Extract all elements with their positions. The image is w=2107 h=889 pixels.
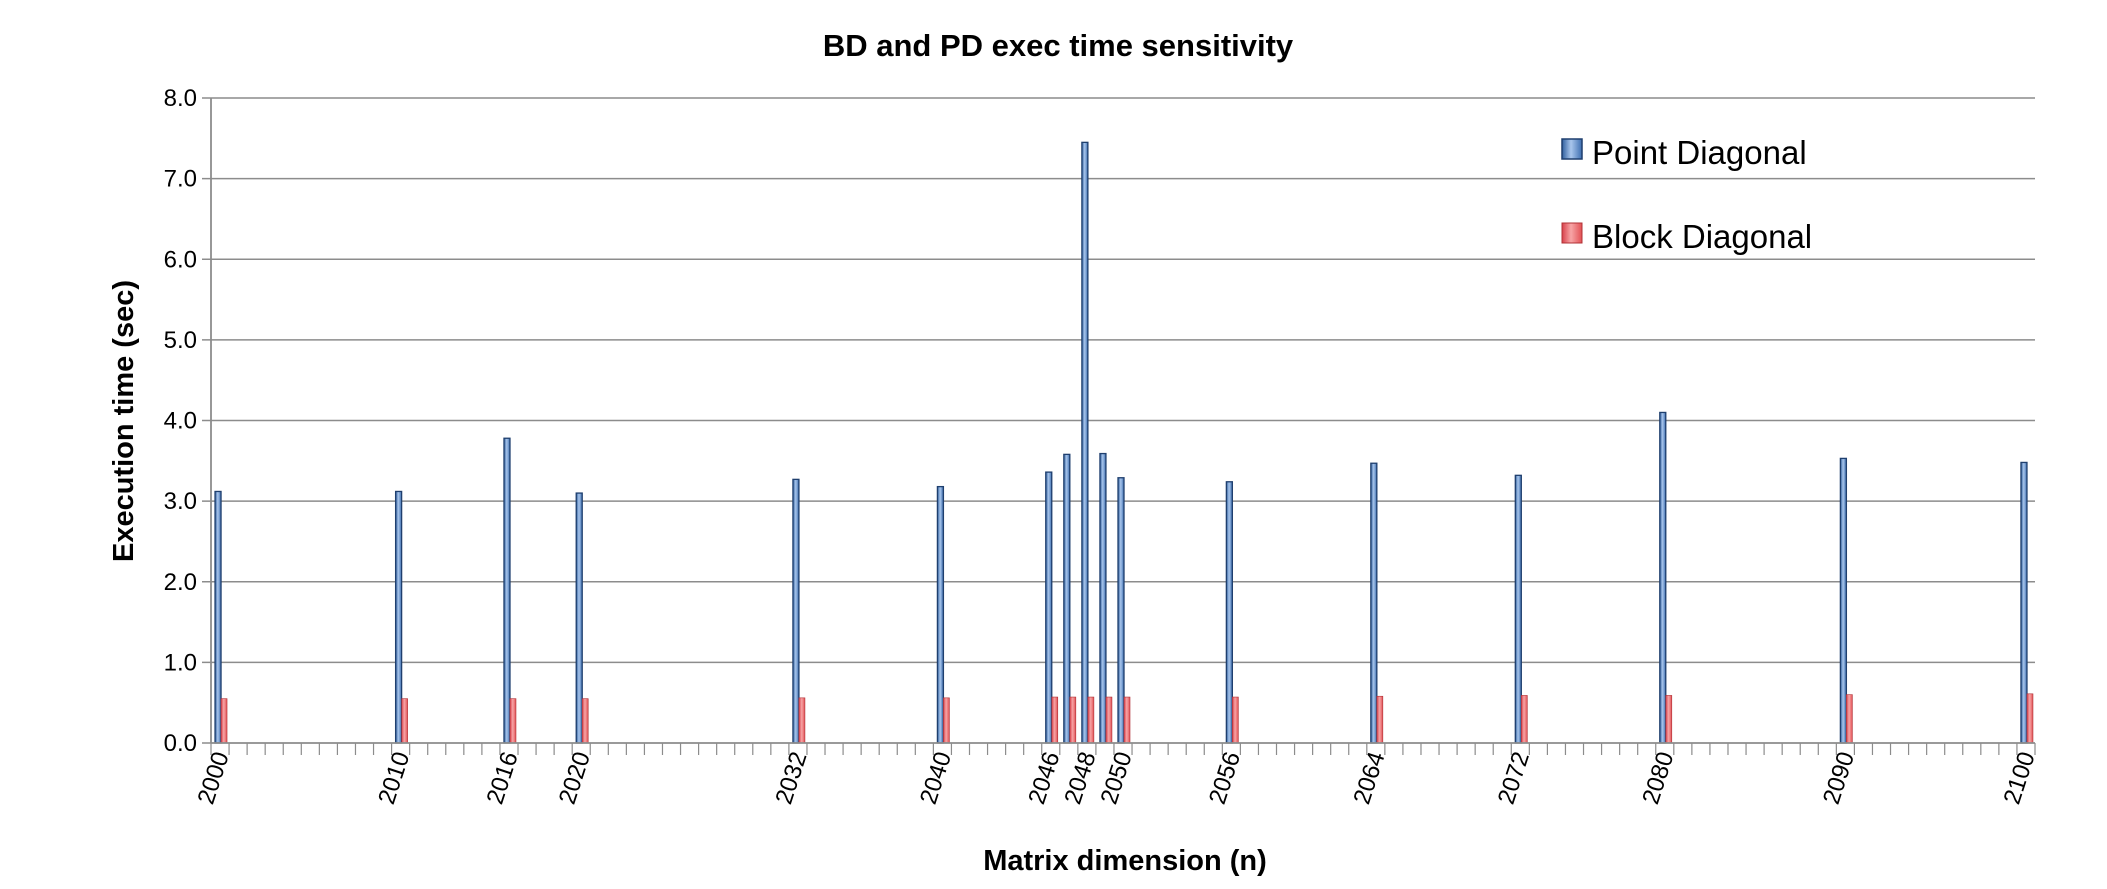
x-axis-minor-ticks bbox=[210, 743, 2036, 755]
bar-block-diagonal bbox=[2026, 693, 2034, 744]
x-tick-label: 2090 bbox=[1818, 749, 1860, 808]
y-tick-label: 6.0 bbox=[164, 246, 197, 273]
bar-point-diagonal bbox=[1370, 462, 1378, 744]
axes bbox=[210, 98, 2035, 744]
legend-label-point-diagonal: Point Diagonal bbox=[1592, 134, 1807, 171]
bar-point-diagonal bbox=[1659, 411, 1667, 744]
bar-point-diagonal bbox=[1839, 457, 1848, 744]
x-tick-label: 2032 bbox=[770, 749, 812, 808]
y-tick-label: 5.0 bbox=[164, 327, 197, 354]
x-tick-label: 2080 bbox=[1637, 749, 1679, 808]
bar-block-diagonal bbox=[1051, 696, 1059, 744]
bar-point-diagonal bbox=[1081, 141, 1089, 744]
bar-point-diagonal bbox=[1063, 453, 1071, 744]
y-tick-label: 3.0 bbox=[164, 488, 197, 515]
bar-point-diagonal bbox=[503, 437, 511, 744]
legend-swatch-block-diagonal bbox=[1561, 222, 1583, 244]
bar-block-diagonal bbox=[1069, 696, 1077, 744]
legend-swatch-point-diagonal bbox=[1561, 138, 1583, 160]
bar-block-diagonal bbox=[581, 698, 589, 744]
x-tick-label: 2064 bbox=[1348, 749, 1390, 808]
legend: Point Diagonal Block Diagonal bbox=[1561, 134, 1812, 255]
bar-block-diagonal bbox=[1521, 695, 1528, 744]
y-tick-label: 0.0 bbox=[164, 730, 197, 757]
bar-point-diagonal bbox=[575, 492, 583, 744]
bar-point-diagonal bbox=[2020, 461, 2028, 744]
x-tick-label: 2000 bbox=[193, 749, 235, 808]
bar-block-diagonal bbox=[220, 698, 228, 744]
bar-point-diagonal bbox=[1099, 452, 1107, 744]
bar-point-diagonal bbox=[1045, 471, 1053, 744]
bar-block-diagonal bbox=[1105, 696, 1113, 744]
bar-block-diagonal bbox=[1846, 694, 1853, 744]
y-tick-label: 8.0 bbox=[164, 85, 197, 112]
y-axis-ticks: 0.0 1.0 2.0 3.0 4.0 5.0 6.0 7.0 8.0 bbox=[164, 85, 211, 757]
y-tick-label: 7.0 bbox=[164, 166, 197, 193]
x-tick-label: 2010 bbox=[373, 749, 415, 808]
bar-block-diagonal bbox=[1376, 695, 1384, 744]
legend-label-block-diagonal: Block Diagonal bbox=[1592, 218, 1812, 255]
bar-block-diagonal bbox=[1232, 696, 1239, 744]
bar-point-diagonal bbox=[214, 490, 222, 744]
x-tick-label: 2050 bbox=[1096, 749, 1138, 808]
bar-block-diagonal bbox=[1123, 696, 1131, 744]
bar-block-diagonal bbox=[1665, 695, 1673, 744]
x-tick-label: 2100 bbox=[1998, 749, 2040, 808]
y-tick-label: 1.0 bbox=[164, 649, 197, 676]
bar-block-diagonal bbox=[509, 698, 517, 744]
x-axis-title: Matrix dimension (n) bbox=[983, 845, 1267, 877]
bar-point-diagonal bbox=[936, 485, 945, 744]
x-tick-label: 2020 bbox=[554, 749, 596, 808]
bar-block-diagonal bbox=[1087, 696, 1095, 744]
bar-block-diagonal bbox=[401, 698, 408, 744]
bar-block-diagonal bbox=[798, 697, 806, 744]
chart-title: BD and PD exec time sensitivity bbox=[823, 28, 1294, 63]
bar-point-diagonal bbox=[792, 478, 800, 744]
x-tick-label: 2056 bbox=[1204, 749, 1246, 808]
bar-point-diagonal bbox=[1514, 474, 1522, 744]
x-tick-label: 2016 bbox=[482, 749, 524, 808]
bars bbox=[214, 141, 2034, 744]
y-tick-label: 2.0 bbox=[164, 569, 197, 596]
x-tick-label: 2040 bbox=[915, 749, 957, 808]
y-axis-title: Execution time (sec) bbox=[108, 280, 140, 562]
bar-point-diagonal bbox=[1117, 477, 1125, 744]
bar-point-diagonal bbox=[1225, 481, 1234, 744]
x-tick-label: 2072 bbox=[1493, 749, 1535, 808]
bar-point-diagonal bbox=[394, 490, 403, 744]
y-tick-label: 4.0 bbox=[164, 408, 197, 435]
bar-block-diagonal bbox=[943, 697, 950, 744]
